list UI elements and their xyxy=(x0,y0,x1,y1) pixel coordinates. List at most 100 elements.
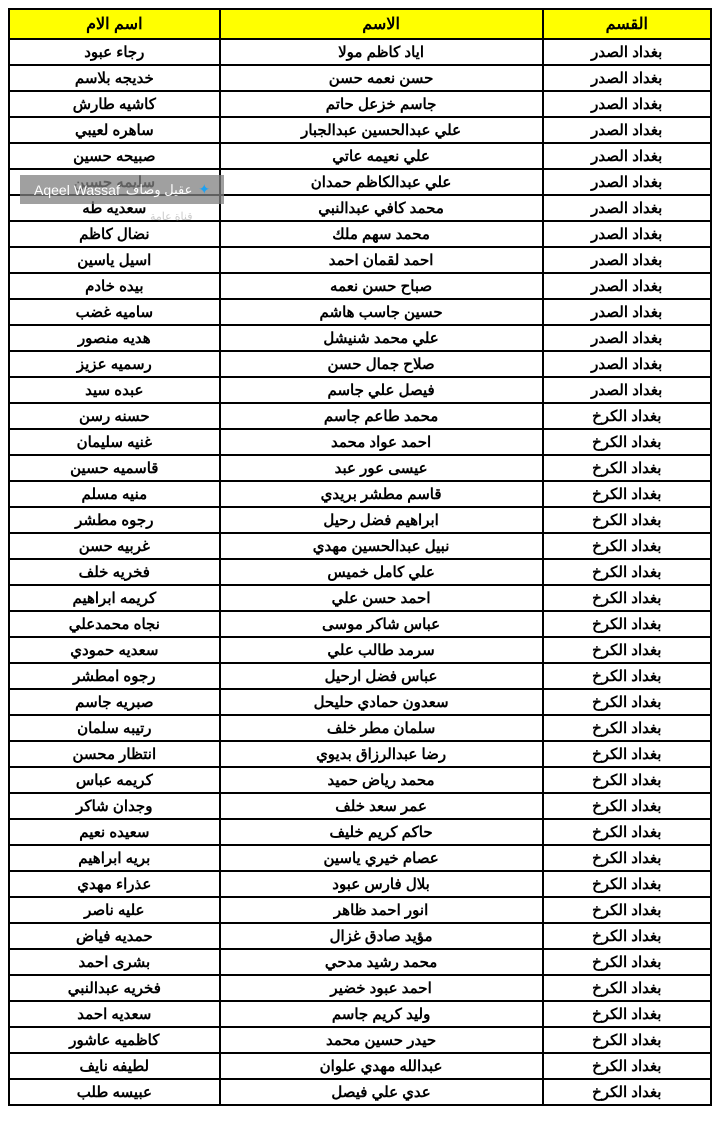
cell-mother-name: كاظميه عاشور xyxy=(9,1027,220,1053)
cell-mother-name: عبيسه طلب xyxy=(9,1079,220,1105)
cell-mother-name: ساهره لعيبي xyxy=(9,117,220,143)
cell-mother-name: سعديه حمودي xyxy=(9,637,220,663)
cell-mother-name: صبيحه حسين xyxy=(9,143,220,169)
cell-name: عبدالله مهدي علوان xyxy=(220,1053,543,1079)
cell-name: محمد طاعم جاسم xyxy=(220,403,543,429)
cell-name: علي عبدالحسين عبدالجبار xyxy=(220,117,543,143)
cell-mother-name: ساميه غضب xyxy=(9,299,220,325)
table-row: بغداد الكرخسرمد طالب عليسعديه حمودي xyxy=(9,637,711,663)
cell-name: علي محمد شنيشل xyxy=(220,325,543,351)
cell-name: عمر سعد خلف xyxy=(220,793,543,819)
table-row: بغداد الكرخمحمد رياض حميدكريمه عباس xyxy=(9,767,711,793)
cell-mother-name: كريمه ابراهيم xyxy=(9,585,220,611)
cell-department: بغداد الكرخ xyxy=(543,1027,711,1053)
cell-department: بغداد الكرخ xyxy=(543,767,711,793)
cell-mother-name: بيده خادم xyxy=(9,273,220,299)
cell-department: بغداد الكرخ xyxy=(543,585,711,611)
cell-name: ابراهيم فضل رحيل xyxy=(220,507,543,533)
names-table: القسم الاسم اسم الام بغداد الصدراياد كاظ… xyxy=(8,8,712,1106)
table-row: بغداد الكرخاحمد حسن عليكريمه ابراهيم xyxy=(9,585,711,611)
table-row: بغداد الصدرحسن نعمه حسنخديجه بلاسم xyxy=(9,65,711,91)
cell-mother-name: كاشيه طارش xyxy=(9,91,220,117)
cell-mother-name: سعديه احمد xyxy=(9,1001,220,1027)
cell-mother-name: حسنه رسن xyxy=(9,403,220,429)
table-row: بغداد الكرخحاكم كريم خليفسعيده نعيم xyxy=(9,819,711,845)
cell-department: بغداد الكرخ xyxy=(543,611,711,637)
cell-mother-name: فخريه عبدالنبي xyxy=(9,975,220,1001)
cell-name: عيسى عور عبد xyxy=(220,455,543,481)
cell-name: مؤيد صادق غزال xyxy=(220,923,543,949)
cell-mother-name: لطيفه نايف xyxy=(9,1053,220,1079)
cell-department: بغداد الكرخ xyxy=(543,559,711,585)
cell-name: صباح حسن نعمه xyxy=(220,273,543,299)
cell-department: بغداد الصدر xyxy=(543,39,711,65)
cell-name: سعدون حمادي حليحل xyxy=(220,689,543,715)
table-container: القسم الاسم اسم الام بغداد الصدراياد كاظ… xyxy=(0,0,720,1114)
cell-department: بغداد الكرخ xyxy=(543,1053,711,1079)
header-name: الاسم xyxy=(220,9,543,39)
table-row: بغداد الكرخسلمان مطر خلفرتيبه سلمان xyxy=(9,715,711,741)
cell-mother-name: كريمه عباس xyxy=(9,767,220,793)
cell-mother-name: بريه ابراهيم xyxy=(9,845,220,871)
cell-mother-name: حمديه فياض xyxy=(9,923,220,949)
cell-name: احمد لقمان احمد xyxy=(220,247,543,273)
cell-mother-name: رجوه مطشر xyxy=(9,507,220,533)
table-row: بغداد الصدراياد كاظم مولارجاء عبود xyxy=(9,39,711,65)
cell-name: عصام خيري ياسين xyxy=(220,845,543,871)
cell-department: بغداد الكرخ xyxy=(543,871,711,897)
cell-name: قاسم مطشر بريدي xyxy=(220,481,543,507)
cell-name: حسين جاسب هاشم xyxy=(220,299,543,325)
cell-department: بغداد الكرخ xyxy=(543,793,711,819)
cell-name: نبيل عبدالحسين مهدي xyxy=(220,533,543,559)
cell-department: بغداد الصدر xyxy=(543,91,711,117)
cell-department: بغداد الكرخ xyxy=(543,429,711,455)
cell-name: حاكم كريم خليف xyxy=(220,819,543,845)
cell-department: بغداد الصدر xyxy=(543,143,711,169)
cell-department: بغداد الصدر xyxy=(543,117,711,143)
cell-name: احمد حسن علي xyxy=(220,585,543,611)
cell-mother-name: فخريه خلف xyxy=(9,559,220,585)
table-row: بغداد الكرخقاسم مطشر بريديمنيه مسلم xyxy=(9,481,711,507)
cell-name: سرمد طالب علي xyxy=(220,637,543,663)
table-row: بغداد الصدرحسين جاسب هاشمساميه غضب xyxy=(9,299,711,325)
cell-department: بغداد الكرخ xyxy=(543,923,711,949)
table-row: بغداد الصدرعلي محمد شنيشلهديه منصور xyxy=(9,325,711,351)
cell-name: احمد عبود خضير xyxy=(220,975,543,1001)
cell-name: علي عبدالكاظم حمدان xyxy=(220,169,543,195)
cell-name: عباس شاكر موسى xyxy=(220,611,543,637)
table-row: بغداد الصدراحمد لقمان احمداسيل ياسين xyxy=(9,247,711,273)
table-row: بغداد الكرخعمر سعد خلفوجدان شاكر xyxy=(9,793,711,819)
cell-mother-name: رتيبه سلمان xyxy=(9,715,220,741)
cell-name: فيصل علي جاسم xyxy=(220,377,543,403)
cell-department: بغداد الصدر xyxy=(543,247,711,273)
header-row: القسم الاسم اسم الام xyxy=(9,9,711,39)
header-department: القسم xyxy=(543,9,711,39)
cell-mother-name: هديه منصور xyxy=(9,325,220,351)
watermark-overlay: Aqeel Wassaf عقيل وصاف ✦ xyxy=(20,175,224,204)
cell-mother-name: عبده سيد xyxy=(9,377,220,403)
table-row: بغداد الكرخسعدون حمادي حليحلصبريه جاسم xyxy=(9,689,711,715)
table-row: بغداد الكرخمحمد رشيد مدحيبشرى احمد xyxy=(9,949,711,975)
cell-mother-name: عذراء مهدي xyxy=(9,871,220,897)
cell-name: محمد رشيد مدحي xyxy=(220,949,543,975)
cell-department: بغداد الكرخ xyxy=(543,715,711,741)
cell-mother-name: بشرى احمد xyxy=(9,949,220,975)
cell-name: محمد سهم ملك xyxy=(220,221,543,247)
cell-department: بغداد الكرخ xyxy=(543,455,711,481)
cell-mother-name: انتظار محسن xyxy=(9,741,220,767)
cell-department: بغداد الصدر xyxy=(543,299,711,325)
table-row: بغداد الكرخاحمد عواد محمدغنيه سليمان xyxy=(9,429,711,455)
cell-department: بغداد الصدر xyxy=(543,351,711,377)
cell-department: بغداد الكرخ xyxy=(543,949,711,975)
cell-mother-name: نجاه محمدعلي xyxy=(9,611,220,637)
table-row: بغداد الكرخعدي علي فيصلعبيسه طلب xyxy=(9,1079,711,1105)
cell-mother-name: قاسميه حسين xyxy=(9,455,220,481)
cell-mother-name: اسيل ياسين xyxy=(9,247,220,273)
cell-department: بغداد الصدر xyxy=(543,325,711,351)
cell-department: بغداد الصدر xyxy=(543,221,711,247)
watermark-text-en: Aqeel Wassaf xyxy=(34,182,120,198)
cell-department: بغداد الكرخ xyxy=(543,741,711,767)
cell-name: حسن نعمه حسن xyxy=(220,65,543,91)
table-row: بغداد الكرخنبيل عبدالحسين مهديغربيه حسن xyxy=(9,533,711,559)
cell-name: صلاح جمال حسن xyxy=(220,351,543,377)
